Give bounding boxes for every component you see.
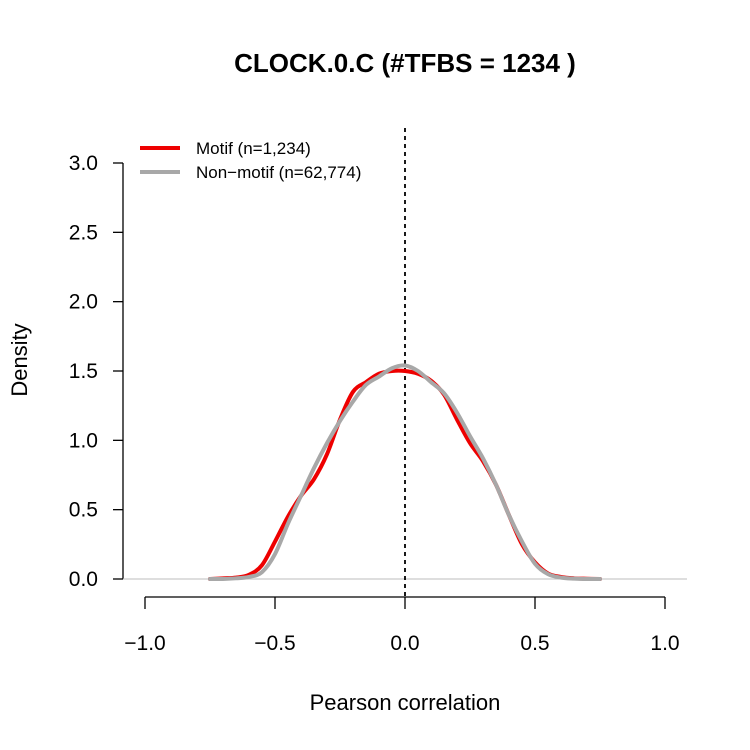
x-axis-label: Pearson correlation (310, 690, 501, 715)
x-tick-label: −0.5 (254, 632, 295, 655)
non-motif-density-line (208, 363, 602, 582)
series-layer (208, 363, 602, 582)
y-tick-label: 0.0 (69, 568, 98, 591)
axes-layer: 0.0 0.5 1.0 1.5 2.0 2.5 3.0 −1.0 −0.5 0.0 0.5 1.0 (69, 128, 687, 655)
y-axis-label: Density (7, 323, 32, 396)
y-tick-label: 1.5 (69, 360, 98, 383)
x-tick-label: 0.0 (390, 632, 419, 655)
x-tick-label: 1.0 (650, 632, 679, 655)
y-tick-label: 2.5 (69, 221, 98, 244)
legend-label: Non−motif (n=62,774) (196, 163, 361, 182)
chart-title: CLOCK.0.C (#TFBS = 1234 ) (234, 48, 576, 78)
y-tick-label: 1.0 (69, 429, 98, 452)
legend-label: Motif (n=1,234) (196, 139, 311, 158)
y-tick-label: 0.5 (69, 499, 98, 522)
x-tick-label: 0.5 (520, 632, 549, 655)
x-tick-label: −1.0 (124, 632, 165, 655)
y-tick-label: 3.0 (69, 152, 98, 175)
y-tick-label: 2.0 (69, 291, 98, 314)
legend: Motif (n=1,234) Non−motif (n=62,774) (140, 139, 361, 182)
